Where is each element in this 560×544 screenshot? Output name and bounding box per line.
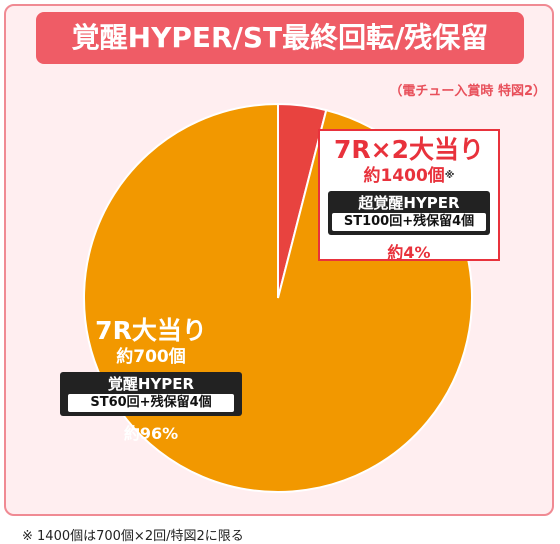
slice-small-detail: ST100回+残保留4個 (332, 213, 486, 231)
condition-note: （電チュー入賞時 特図2） (389, 84, 546, 99)
label-small-slice: 7R×2大当り 約1400個※ 超覚醒HYPER ST100回+残保留4個 約4… (318, 129, 500, 262)
footnote: ※ 1400個は700個×2回/特図2に限る (22, 529, 244, 544)
slice-large-mode: 覚醒HYPER (107, 375, 195, 393)
slice-large-payout: 約700個 (116, 347, 186, 367)
slice-large-mode-box: 覚醒HYPER ST60回+残保留4個 (60, 372, 242, 416)
slice-large-percent: 約96% (123, 424, 179, 443)
slice-small-payout: 約1400個 (363, 166, 445, 186)
slice-small-mode-box: 超覚醒HYPER ST100回+残保留4個 (328, 191, 490, 235)
title-bar: 覚醒HYPER/ST最終回転/残保留 (36, 12, 524, 64)
slice-small-mode: 超覚醒HYPER (358, 194, 460, 212)
slice-large-name: 7R大当り (95, 316, 207, 345)
chart-title: 覚醒HYPER/ST最終回転/残保留 (71, 21, 489, 54)
slice-large-detail: ST60回+残保留4個 (68, 394, 234, 412)
slice-small-name: 7R×2大当り (334, 135, 484, 164)
slice-small-percent: 約4% (387, 243, 431, 262)
label-large-slice: 7R大当り 約700個 覚醒HYPER ST60回+残保留4個 約96% (60, 316, 242, 444)
slice-small-payout-row: 約1400個※ (320, 165, 498, 187)
slice-small-mark: ※ (444, 170, 455, 181)
